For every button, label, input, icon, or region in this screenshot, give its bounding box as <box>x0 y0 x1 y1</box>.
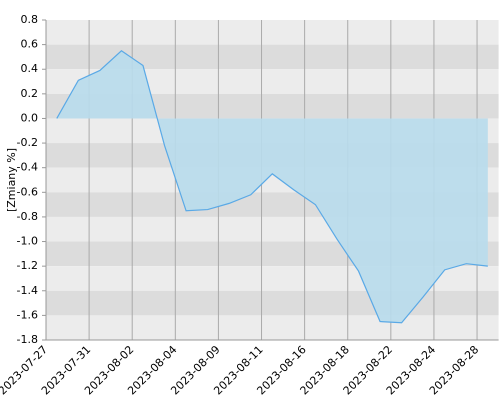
y-tick-label: -0.4 <box>17 161 38 174</box>
y-tick-label: 0.0 <box>21 111 39 124</box>
y-tick-label: 0.8 <box>21 13 39 26</box>
y-tick-label: -1.6 <box>17 308 38 321</box>
band <box>46 290 499 316</box>
y-tick-label: -1.4 <box>17 284 38 297</box>
y-tick-label: -1.0 <box>17 235 38 248</box>
y-axis-label: [Zmiany %] <box>5 148 18 212</box>
y-tick-label: -0.2 <box>17 136 38 149</box>
y-tick-label: -1.2 <box>17 259 38 272</box>
band <box>46 315 499 340</box>
y-tick-label: 0.2 <box>21 87 39 100</box>
band <box>46 20 499 45</box>
y-tick-label: -0.8 <box>17 210 38 223</box>
y-tick-label: 0.4 <box>21 62 39 75</box>
y-tick-label: -1.8 <box>17 333 38 346</box>
area-fill <box>56 50 488 323</box>
y-tick-label: -0.6 <box>17 185 38 198</box>
line <box>56 50 488 324</box>
y-tick-label: 0.6 <box>21 38 39 51</box>
